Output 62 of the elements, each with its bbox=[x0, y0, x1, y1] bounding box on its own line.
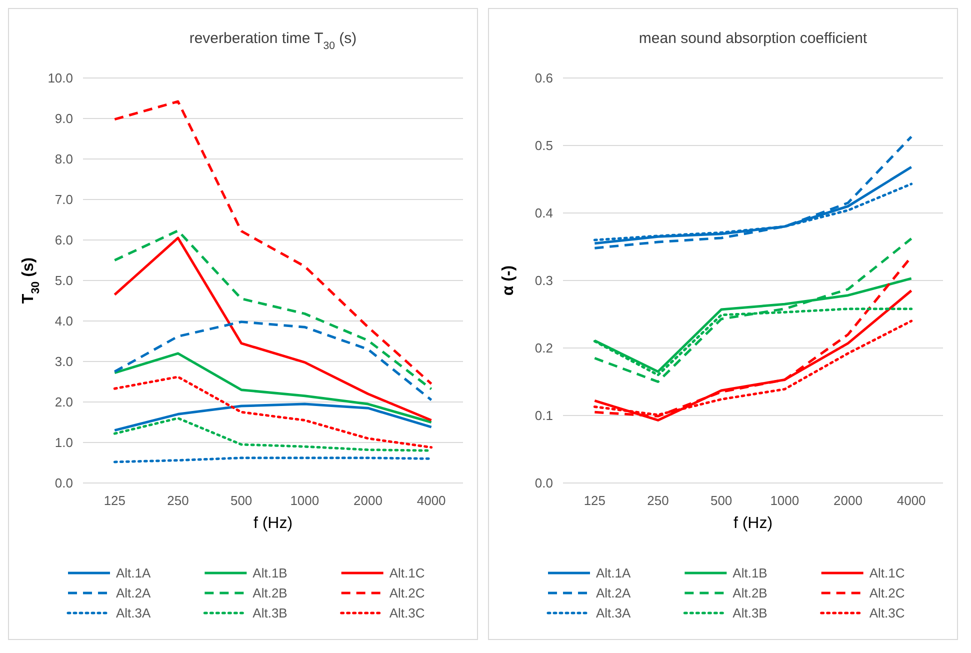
x-tick-label: 250 bbox=[167, 493, 189, 508]
x-tick-label: 125 bbox=[584, 493, 606, 508]
line-series bbox=[113, 376, 433, 449]
legend-label: Alt.2B bbox=[252, 586, 288, 601]
y-tick-label: 7.0 bbox=[54, 192, 73, 208]
y-tick-label: 0.0 bbox=[54, 476, 73, 491]
y-tick-label: 0.2 bbox=[534, 340, 553, 356]
legend-label: Alt.2C bbox=[389, 586, 425, 601]
y-tick-label: 0.5 bbox=[534, 138, 553, 154]
y-tick-label: 2.0 bbox=[54, 394, 73, 410]
y-tick-label: 10.0 bbox=[48, 70, 73, 86]
legend-label: Alt.3C bbox=[869, 606, 905, 621]
x-axis-title: f (Hz) bbox=[253, 515, 293, 532]
y-tick-label: 5.0 bbox=[54, 273, 73, 288]
legend-label: Alt.1B bbox=[252, 566, 288, 581]
legend-label: Alt.1A bbox=[596, 566, 632, 581]
line-series bbox=[113, 229, 433, 390]
y-tick-label: 3.0 bbox=[54, 354, 73, 370]
legend-label: Alt.3B bbox=[732, 606, 768, 621]
line-series bbox=[113, 352, 433, 424]
legend-label: Alt.3B bbox=[252, 606, 288, 621]
y-tick-label: 4.0 bbox=[54, 314, 73, 329]
line-series bbox=[113, 100, 433, 386]
legend-label: Alt.2C bbox=[869, 586, 905, 601]
x-tick-label: 2000 bbox=[834, 493, 862, 508]
y-tick-label: 1.0 bbox=[54, 435, 73, 450]
legend-label: Alt.2A bbox=[116, 586, 152, 601]
y-tick-label: 0.1 bbox=[534, 408, 553, 424]
x-tick-label: 125 bbox=[104, 493, 126, 508]
x-tick-label: 500 bbox=[710, 493, 732, 508]
legend-label: Alt.3A bbox=[116, 606, 152, 621]
line-series bbox=[593, 135, 913, 250]
x-tick-label: 1000 bbox=[770, 493, 800, 508]
y-tick-label: 8.0 bbox=[54, 152, 73, 167]
y-tick-label: 6.0 bbox=[54, 232, 73, 248]
line-series bbox=[113, 402, 433, 432]
legend-label: Alt.3A bbox=[596, 606, 632, 621]
line-series bbox=[113, 320, 433, 402]
line-series bbox=[593, 237, 913, 383]
legend-label: Alt.2B bbox=[732, 586, 768, 601]
x-tick-label: 1000 bbox=[290, 493, 320, 508]
y-tick-label: 0.6 bbox=[534, 70, 553, 86]
y-axis-title: α (-) bbox=[500, 265, 517, 296]
x-tick-label: 4000 bbox=[416, 493, 446, 508]
x-axis-title: f (Hz) bbox=[733, 515, 773, 532]
y-tick-label: 0.0 bbox=[534, 476, 553, 491]
legend-label: Alt.1A bbox=[116, 566, 152, 581]
chart-title: mean sound absorption coefficient bbox=[638, 30, 868, 47]
legend-label: Alt.1B bbox=[732, 566, 768, 581]
y-tick-label: 0.4 bbox=[534, 206, 553, 221]
y-tick-label: 9.0 bbox=[54, 111, 73, 126]
legend-label: Alt.2A bbox=[596, 586, 632, 601]
x-tick-label: 500 bbox=[230, 493, 252, 508]
x-tick-label: 250 bbox=[647, 493, 669, 508]
line-series bbox=[113, 236, 433, 422]
legend-label: Alt.1C bbox=[389, 566, 425, 581]
chart-title: reverberation time T$_{30}$ (s) bbox=[189, 30, 357, 52]
x-tick-label: 4000 bbox=[896, 493, 926, 508]
legend-label: Alt.1C bbox=[869, 566, 905, 581]
y-tick-label: 0.3 bbox=[534, 273, 553, 288]
x-tick-label: 2000 bbox=[354, 493, 382, 508]
legend-label: Alt.3C bbox=[389, 606, 425, 621]
